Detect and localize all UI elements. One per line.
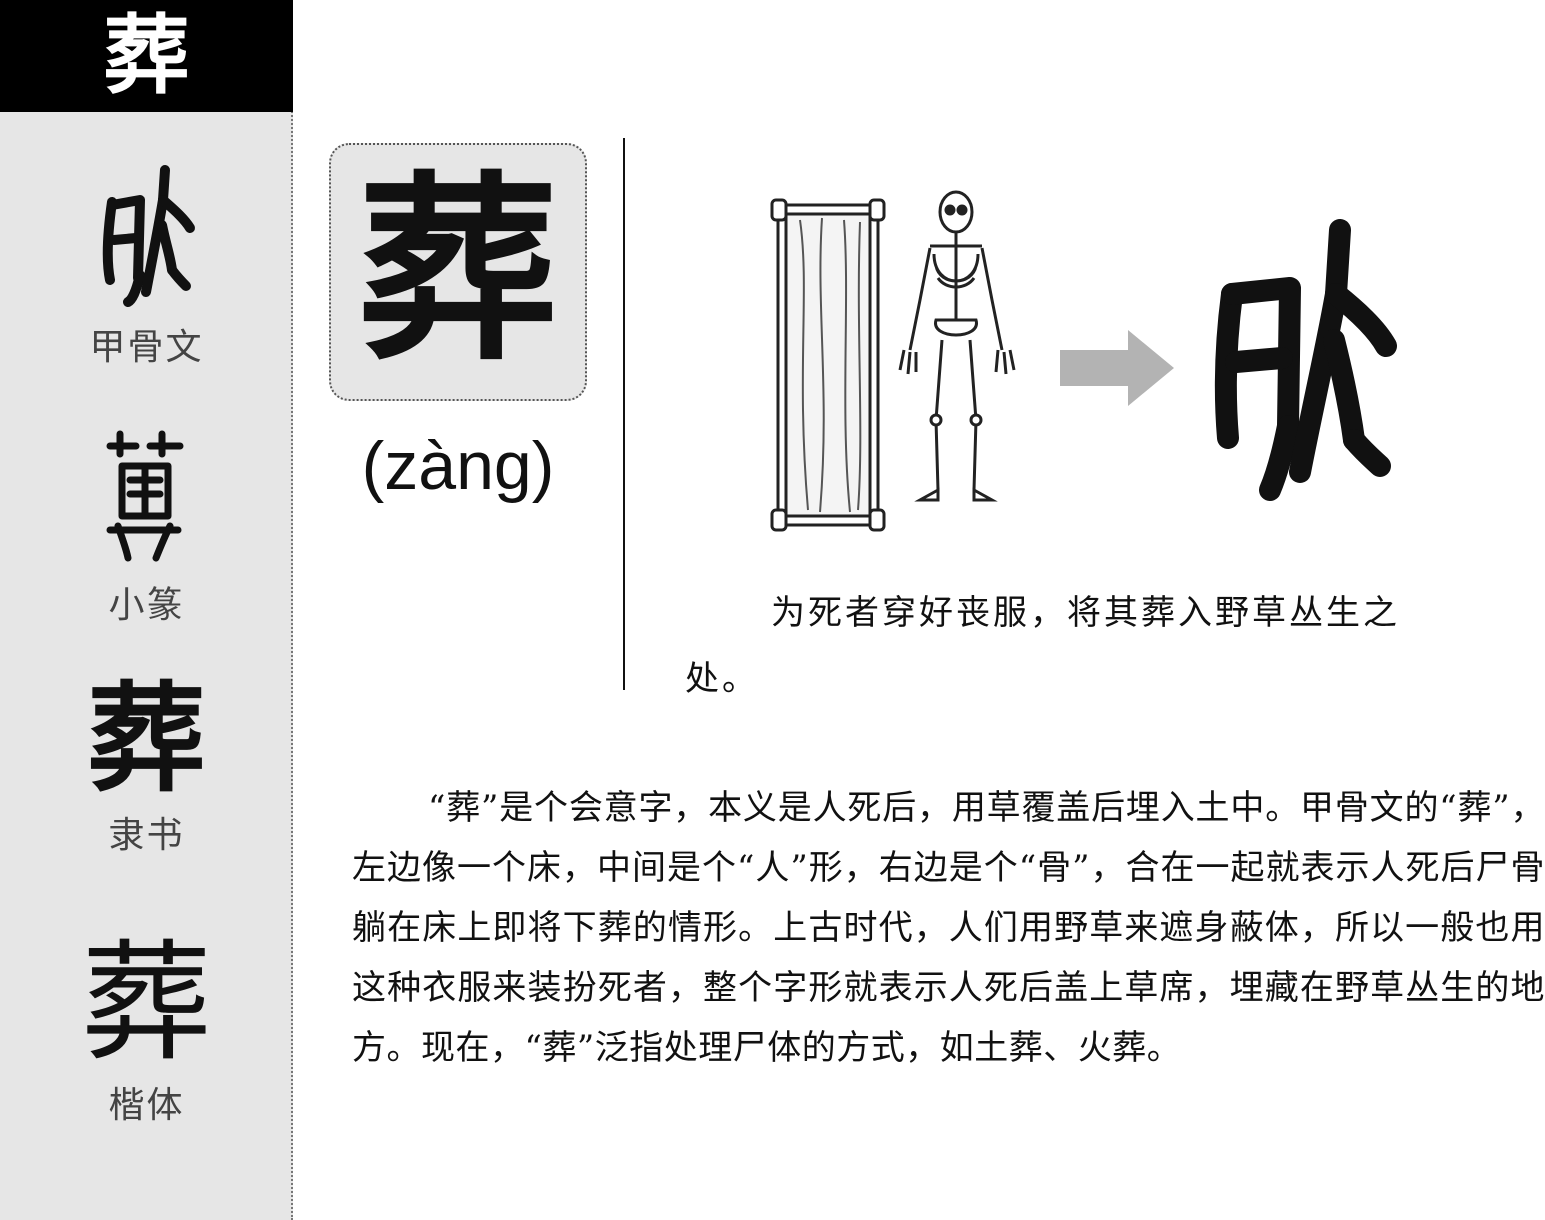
vertical-divider xyxy=(623,138,625,690)
seal-script-glyph-icon xyxy=(106,430,184,562)
seal-script-block: 小篆 xyxy=(0,418,293,628)
oracle-glyph-icon xyxy=(1214,219,1397,501)
title-bar: 葬 xyxy=(0,0,293,112)
regular-script-glyph: 葬 xyxy=(81,927,212,1079)
regular-script-block: 葬 楷体 xyxy=(0,938,293,1128)
oracle-script-block: 甲骨文 xyxy=(0,160,293,370)
skeleton-icon xyxy=(898,190,1016,502)
clerical-script-block: 葬 隶书 xyxy=(0,680,293,858)
body-paragraph: “葬”是个会意字，本义是人死后，用草覆盖后埋入土中。甲骨文的“葬”，左边像一个床… xyxy=(352,788,1545,1068)
clerical-script-glyph: 葬 xyxy=(87,670,206,808)
title-char: 葬 xyxy=(103,6,190,106)
bed-icon xyxy=(770,198,886,532)
pinyin: (zàng) xyxy=(361,428,555,504)
main-character: 葬 xyxy=(357,155,558,388)
oracle-script-glyph-icon xyxy=(102,165,195,307)
character-card: 葬 xyxy=(329,143,587,401)
illustration xyxy=(770,190,1397,532)
arrow-right-icon xyxy=(1060,330,1174,406)
seal-script-label: 小篆 xyxy=(108,585,185,626)
regular-script-label: 楷体 xyxy=(108,1085,185,1126)
clerical-script-label: 隶书 xyxy=(108,815,185,856)
caption: 为死者穿好丧服，将其葬入野草丛生之处。 xyxy=(685,593,1400,699)
sidebar: 葬 甲骨文 xyxy=(0,0,293,1220)
oracle-script-label: 甲骨文 xyxy=(89,327,204,368)
